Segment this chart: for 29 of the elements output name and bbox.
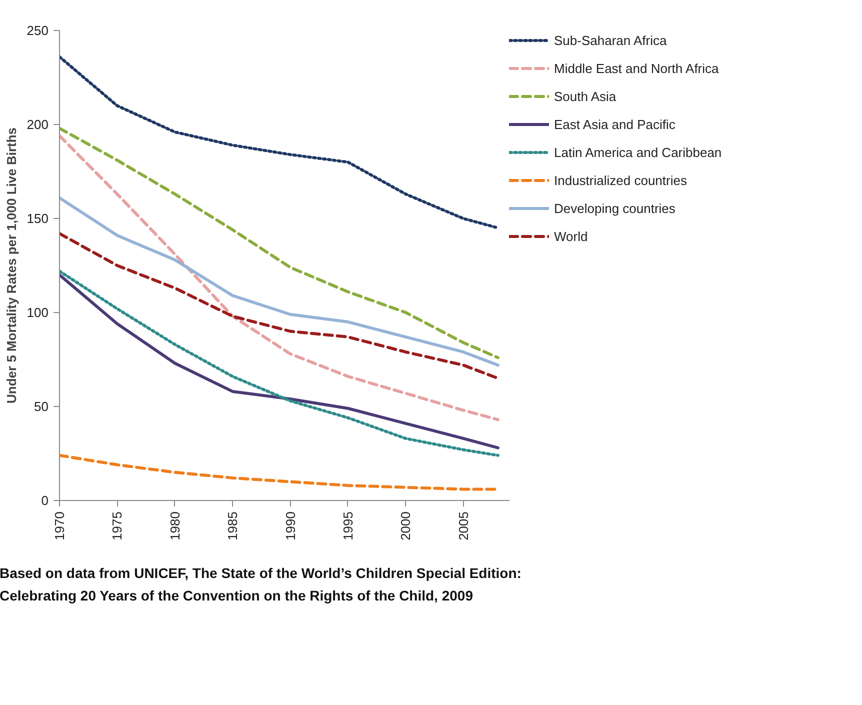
y-tick-label: 100 bbox=[26, 305, 49, 320]
x-tick-label: 1990 bbox=[282, 512, 298, 540]
y-tick-label: 150 bbox=[26, 211, 49, 226]
x-tick-label: 1995 bbox=[340, 512, 356, 540]
legend-label: Middle East and North Africa bbox=[554, 60, 719, 76]
legend-label: Latin America and Caribbean bbox=[554, 144, 722, 160]
y-tick-label: 50 bbox=[34, 399, 49, 414]
y-tick-label: 200 bbox=[26, 117, 49, 132]
legend-label: World bbox=[554, 228, 588, 244]
line-series bbox=[60, 232, 500, 380]
line-series bbox=[60, 196, 500, 367]
line-series bbox=[60, 134, 500, 422]
x-tick-label: 1985 bbox=[225, 512, 240, 540]
line-series bbox=[60, 55, 500, 230]
x-tick-label: 1980 bbox=[167, 512, 182, 540]
legend-label: Sub-Saharan Africa bbox=[554, 32, 667, 48]
line-series bbox=[60, 126, 500, 360]
y-axis-title: Under 5 Mortality Rates per 1,000 Live Births bbox=[4, 128, 19, 404]
x-tick-label: 1975 bbox=[110, 512, 125, 540]
legend-label: Developing countries bbox=[554, 200, 676, 216]
legend-label: Industrialized countries bbox=[554, 172, 687, 188]
legend-label: East Asia and Pacific bbox=[554, 116, 676, 132]
legend-label: South Asia bbox=[554, 88, 616, 104]
y-tick-label: 250 bbox=[26, 23, 49, 38]
x-tick-label: 2000 bbox=[398, 512, 414, 540]
x-tick-label: 1970 bbox=[52, 512, 67, 540]
x-tick-label: 2005 bbox=[456, 512, 471, 540]
y-tick-label: 0 bbox=[41, 493, 49, 508]
text: Based on data from UNICEF, The State of the World’s Children Special Edition: Celebrating 20 Years of the Convention on the Rights of the Child, 2009 bbox=[0, 565, 522, 604]
